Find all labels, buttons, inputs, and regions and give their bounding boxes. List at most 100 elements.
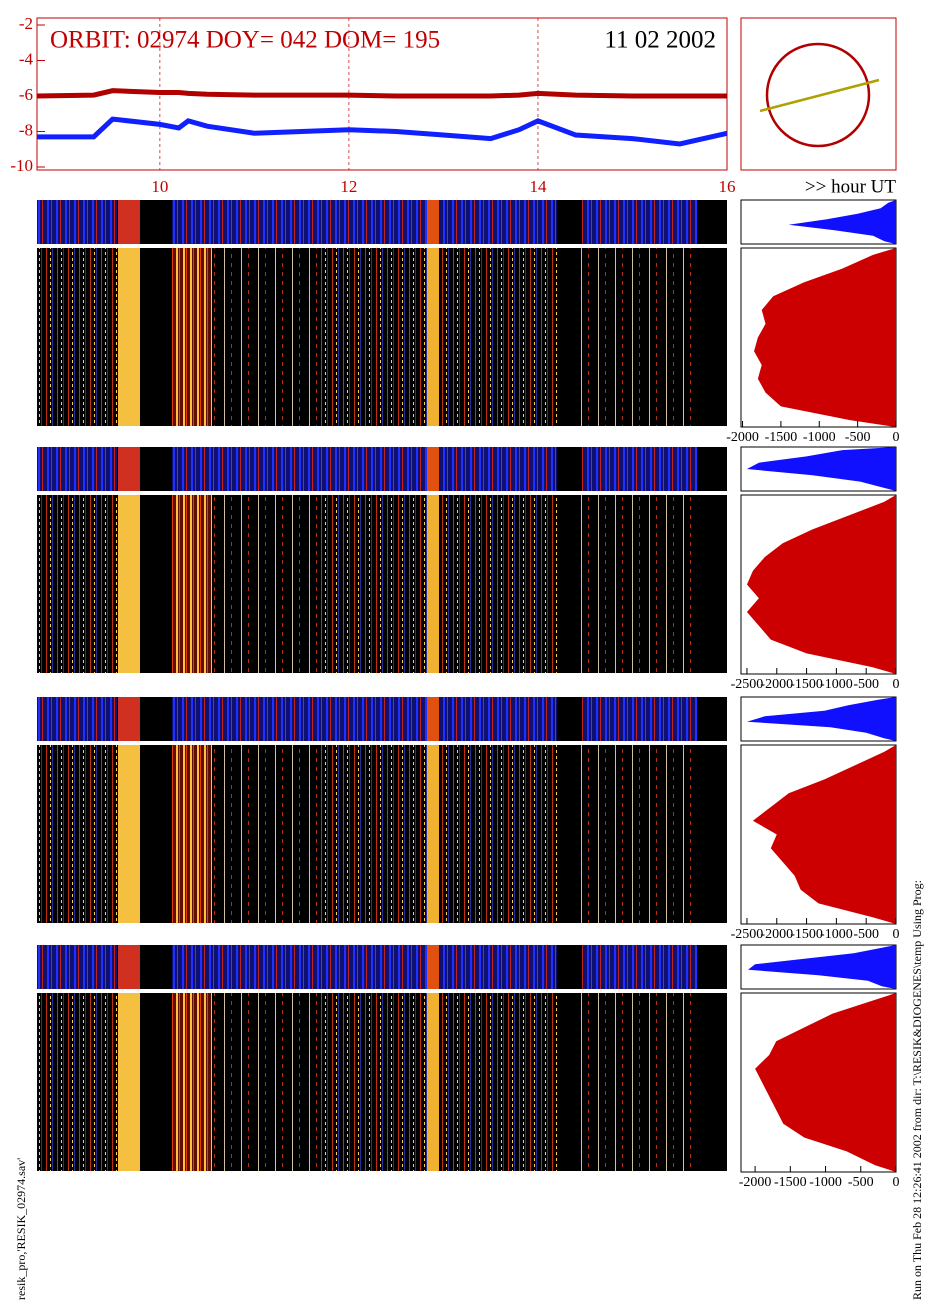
strip-band [697,447,727,491]
date: 11 02 2002 [604,27,716,54]
main-band [317,993,427,1171]
main-band [697,248,727,426]
x-tick-label: -2000 [739,1175,772,1190]
x-tick-label: 14 [529,177,547,196]
strip-band [37,945,117,989]
x-tick-label: -2000 [760,927,793,942]
histogram-area [755,993,896,1172]
strip-band [582,200,697,244]
main-band [427,495,439,673]
strip-band [439,200,557,244]
orbit-circle [765,42,871,148]
orbit-frame [740,17,897,171]
x-tick-label: -500 [853,677,879,692]
x-axis-label: >> hour UT [805,176,896,197]
x-tick-label: -1000 [809,1175,842,1190]
main-band [697,993,727,1171]
main-band [172,745,212,923]
main-band [140,745,172,923]
x-tick-label: 0 [893,927,900,942]
main-band [118,993,140,1171]
x-tick-label: 0 [893,430,900,445]
footer-left: resik_pro,'RESIK_02974.sav' [14,1158,28,1300]
histogram-area [746,447,896,491]
main-band [577,248,697,426]
main-band [317,495,427,673]
main-band [172,495,212,673]
strip-band [140,945,172,989]
strip-band [427,697,439,741]
main-band [212,993,317,1171]
main-band [697,495,727,673]
strip-band [37,697,117,741]
orbit-track [759,78,880,113]
x-tick-label: -2000 [760,677,793,692]
main-band [212,495,317,673]
main-band [439,248,557,426]
main-band [140,495,172,673]
strip-band [118,945,140,989]
x-tick-label: 12 [340,177,357,196]
y-tick-label: -10 [10,156,33,175]
x-tick-label: 0 [893,1175,900,1190]
histogram-area [754,248,896,427]
histogram-area [752,745,896,924]
series-line [36,88,727,99]
main-band [697,745,727,923]
main-band [140,993,172,1171]
main-band [212,745,317,923]
y-tick-label: -2 [19,14,33,33]
main-band [118,495,140,673]
main-band [37,745,117,923]
strip-band [439,945,557,989]
spectrograms [37,200,727,1171]
x-tick-label: -1000 [820,927,853,942]
main-band [577,745,697,923]
strip-band [317,697,427,741]
x-tick-label: -2500 [731,677,764,692]
main-band [172,993,212,1171]
main-band [172,248,212,426]
x-tick-label: 10 [151,177,168,196]
x-tick-label: -2500 [731,927,764,942]
main-band [439,993,557,1171]
y-tick-label: -8 [19,120,33,139]
strip-band [172,697,317,741]
histogram-area [788,200,896,244]
x-tick-label: -1500 [765,430,798,445]
x-tick-label: -1500 [774,1175,807,1190]
main-band [427,248,439,426]
strip-band [427,200,439,244]
x-tick-label: -500 [848,1175,874,1190]
histogram-area [746,495,896,674]
strip-band [697,200,727,244]
main-band [37,248,117,426]
x-tick-label: -1000 [820,677,853,692]
main-band [317,745,427,923]
x-tick-label: 0 [893,677,900,692]
x-tick-label: -1000 [803,430,836,445]
strip-band [582,945,697,989]
main-band [212,248,317,426]
strip-band [172,447,317,491]
strip-band [140,697,172,741]
strip-band [37,447,117,491]
strip-band [582,697,697,741]
x-tick-label: -1500 [790,677,823,692]
strip-band [697,945,727,989]
strip-band [317,945,427,989]
strip-band [140,200,172,244]
strip-band [172,200,317,244]
strip-band [37,200,117,244]
x-tick-label: -500 [845,430,871,445]
y-tick-label: -6 [19,85,33,104]
strip-band [140,447,172,491]
strip-band [582,447,697,491]
main-band [140,248,172,426]
strip-band [317,447,427,491]
strip-band [427,447,439,491]
strip-band [439,447,557,491]
main-band [118,248,140,426]
main-band [577,993,697,1171]
main-band [37,993,117,1171]
